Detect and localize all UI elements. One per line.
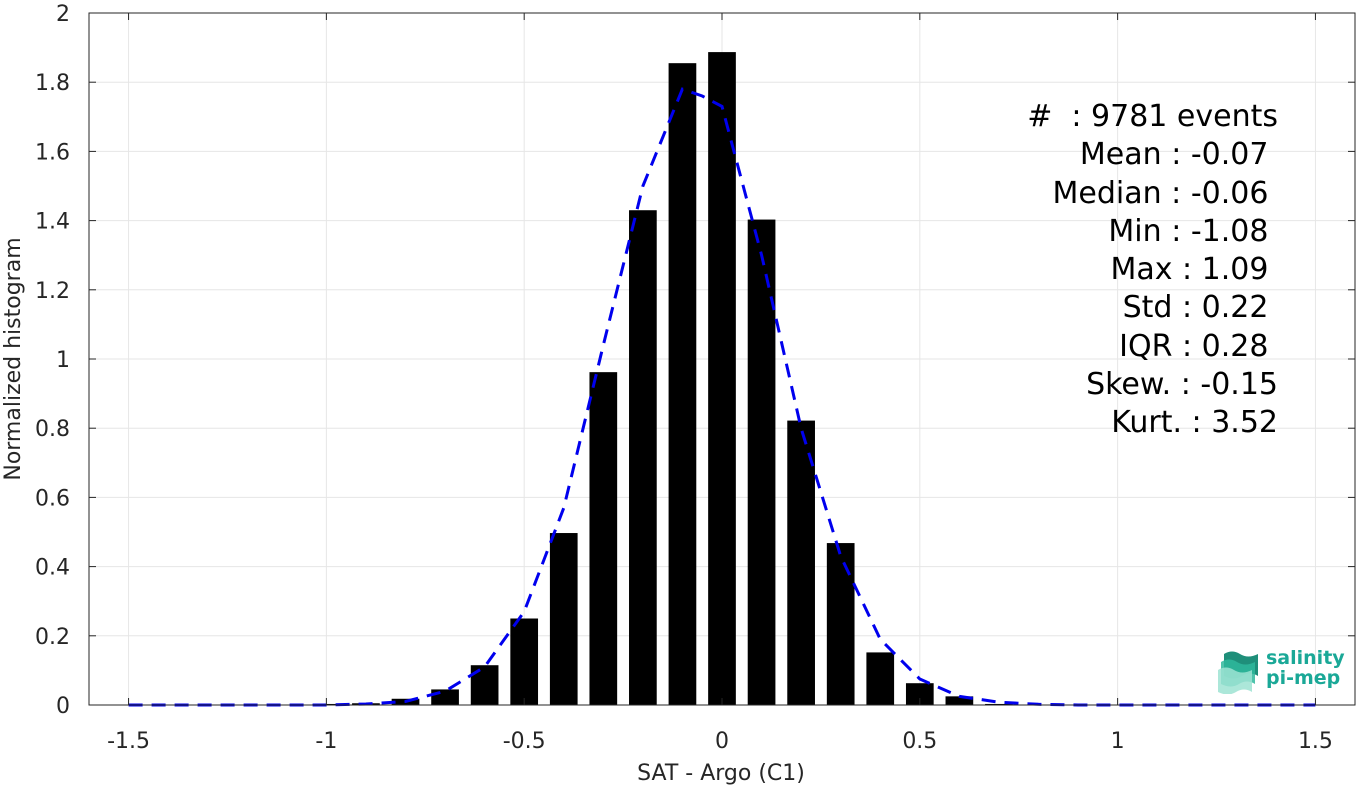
histogram-bar — [945, 696, 974, 705]
y-tick-label: 0.4 — [35, 556, 70, 581]
histogram-bar — [866, 652, 895, 705]
histogram-bar — [589, 372, 618, 705]
x-tick-label: 0 — [715, 729, 729, 754]
y-tick-label: 1.4 — [35, 210, 70, 235]
histogram-bar — [431, 689, 459, 705]
histogram-bar — [905, 683, 934, 705]
histogram-bar — [985, 703, 1013, 705]
x-tick-label: -0.5 — [503, 729, 546, 754]
stat-events: # : 9781 events — [1027, 99, 1278, 134]
y-tick-label: 0 — [56, 694, 70, 719]
salinity-pi-mep-logo: salinity pi-mep — [1218, 648, 1348, 696]
stat-min: Min : -1.08 — [1108, 213, 1278, 249]
logo-text-pi-mep: pi-mep — [1266, 667, 1341, 689]
logo-text-salinity: salinity — [1266, 647, 1345, 669]
x-tick-label: -1.5 — [107, 729, 150, 754]
stat-kurt: Kurt. : 3.52 — [1111, 405, 1278, 441]
histogram-bar — [708, 52, 736, 705]
x-tick-label: 1.5 — [1298, 729, 1333, 754]
x-tick-label: 1 — [1111, 729, 1125, 754]
stat-iqr: IQR : 0.28 — [1119, 328, 1278, 364]
x-axis-label: SAT - Argo (C1) — [637, 761, 805, 786]
histogram-bar — [787, 420, 815, 705]
y-tick-label: 1.2 — [35, 279, 70, 304]
histogram-bar — [629, 210, 657, 705]
y-axis-label: Normalized histogram — [1, 237, 26, 480]
stat-skew: Skew. : -0.15 — [1086, 367, 1278, 403]
y-tick-label: 0.6 — [35, 486, 70, 511]
histogram-bar — [668, 63, 697, 706]
x-tick-label: 0.5 — [902, 729, 937, 754]
wave-logo-icon — [1218, 651, 1258, 694]
stat-median: Median : -0.06 — [1052, 175, 1278, 211]
stat-mean: Mean : -0.07 — [1079, 137, 1278, 173]
y-tick-label: 1 — [56, 348, 70, 373]
y-tick-label: 2 — [56, 2, 70, 27]
histogram-bars — [312, 52, 1172, 706]
y-tick-label: 1.6 — [35, 140, 70, 165]
stat-max: Max : 1.09 — [1110, 252, 1278, 288]
y-tick-label: 1.8 — [35, 71, 70, 96]
axis-ticks: -1.5 -1 -0.5 0 0.5 1 1.5 0 0.2 0.4 0.6 0.8 1 1.2 1.4 1.… — [35, 2, 1355, 754]
histogram-bar — [747, 219, 776, 705]
histogram-bar — [826, 543, 855, 705]
histogram-bar — [549, 533, 578, 705]
x-tick-label: -1 — [315, 729, 337, 754]
y-tick-label: 0.2 — [35, 625, 70, 650]
stat-std: Std : 0.22 — [1122, 290, 1278, 326]
histogram-bar — [510, 618, 539, 705]
y-tick-label: 0.8 — [35, 417, 70, 442]
statistics-box: # : 9781 events Mean : -0.07 Median : -0… — [1027, 98, 1278, 443]
